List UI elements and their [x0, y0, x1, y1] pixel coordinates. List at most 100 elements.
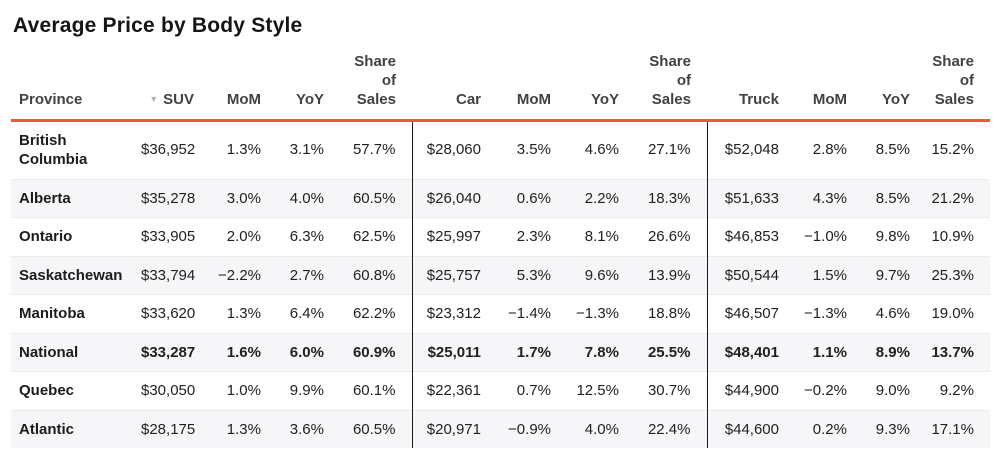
province-cell: Atlantic: [19, 420, 75, 438]
truck-yoy-cell: 8.5%: [875, 141, 910, 159]
table-row[interactable]: Atlantic $28,175 1.3% 3.6% 60.5% $20,971…: [11, 410, 990, 449]
truck-price-cell: $52,048: [706, 120, 779, 180]
province-cell: Quebec: [19, 382, 75, 400]
car-price-cell: $26,040: [411, 179, 481, 218]
suv-mom-cell: 1.0%: [226, 382, 261, 400]
suv-share-cell: 62.2%: [352, 305, 396, 323]
car-mom-cell: −1.4%: [508, 305, 551, 323]
car-price-cell: $23,312: [411, 294, 481, 334]
car-share-cell: 30.7%: [647, 382, 691, 400]
car-mom-cell: −0.9%: [508, 420, 551, 438]
truck-price-cell: $44,900: [706, 371, 779, 411]
truck-mom-cell: 0.2%: [812, 420, 847, 438]
car-yoy-cell: 2.2%: [584, 189, 619, 207]
suv-price-cell: $35,278: [141, 189, 196, 207]
table-row[interactable]: British Columbia $36,952 1.3% 3.1% 57.7%…: [11, 120, 990, 180]
car-share-cell: 26.6%: [647, 228, 691, 246]
col-header-car[interactable]: Car: [455, 91, 481, 109]
header-row: Province ▼ SUV MoM YoY Share of Sales Car…: [11, 52, 990, 121]
car-mom-cell: 5.3%: [516, 266, 551, 284]
suv-mom-cell: 3.0%: [226, 189, 261, 207]
table-row[interactable]: Saskatchewan $33,794 −2.2% 2.7% 60.8% $2…: [11, 256, 990, 295]
col-header-truck-mom[interactable]: MoM: [812, 91, 847, 109]
col-header-suv-share[interactable]: Share of Sales: [354, 53, 396, 109]
truck-price-cell: $46,853: [706, 217, 779, 257]
truck-share-cell: 17.1%: [931, 420, 974, 438]
car-yoy-cell: −1.3%: [576, 305, 619, 323]
suv-yoy-cell: 4.0%: [289, 189, 324, 207]
truck-mom-cell: 1.1%: [812, 343, 847, 361]
col-header-suv-label: SUV: [163, 91, 194, 109]
col-header-suv-mom[interactable]: MoM: [226, 91, 261, 109]
suv-share-cell: 60.5%: [352, 189, 396, 207]
car-yoy-cell: 12.5%: [576, 382, 619, 400]
truck-yoy-cell: 4.6%: [875, 305, 910, 323]
car-yoy-cell: 9.6%: [584, 266, 619, 284]
suv-price-cell: $33,620: [141, 305, 196, 323]
col-header-car-share[interactable]: Share of Sales: [649, 53, 691, 109]
suv-price-cell: $36,952: [141, 141, 196, 159]
suv-share-cell: 62.5%: [352, 228, 396, 246]
suv-price-cell: $33,905: [141, 228, 196, 246]
car-yoy-cell: 4.0%: [584, 420, 619, 438]
col-header-car-yoy[interactable]: YoY: [590, 91, 619, 109]
avg-price-table: Province ▼ SUV MoM YoY Share of Sales Car…: [11, 52, 990, 449]
car-mom-cell: 1.7%: [516, 343, 551, 361]
truck-yoy-cell: 8.5%: [875, 189, 910, 207]
suv-yoy-cell: 9.9%: [289, 382, 324, 400]
suv-mom-cell: 2.0%: [226, 228, 261, 246]
car-price-cell: $25,757: [411, 256, 481, 295]
truck-yoy-cell: 9.0%: [875, 382, 910, 400]
table-row[interactable]: National $33,287 1.6% 6.0% 60.9% $25,011…: [11, 333, 990, 372]
col-header-province[interactable]: Province: [19, 91, 83, 109]
suv-mom-cell: −2.2%: [218, 266, 261, 284]
suv-mom-cell: 1.6%: [226, 343, 261, 361]
car-mom-cell: 3.5%: [516, 141, 551, 159]
car-mom-cell: 2.3%: [516, 228, 551, 246]
car-price-cell: $25,011: [411, 333, 481, 372]
province-cell: Manitoba: [19, 305, 85, 323]
suv-price-cell: $33,794: [141, 266, 196, 284]
truck-share-cell: 21.2%: [931, 189, 974, 207]
truck-share-cell: 13.7%: [931, 343, 974, 361]
car-mom-cell: 0.6%: [516, 189, 551, 207]
sheet-title: Average Price by Body Style: [13, 14, 303, 37]
truck-mom-cell: −0.2%: [804, 382, 847, 400]
truck-mom-cell: 2.8%: [812, 141, 847, 159]
car-share-cell: 25.5%: [647, 343, 691, 361]
col-header-suv-yoy[interactable]: YoY: [295, 91, 324, 109]
suv-share-cell: 60.9%: [352, 343, 396, 361]
truck-mom-cell: 4.3%: [812, 189, 847, 207]
truck-mom-cell: −1.0%: [804, 228, 847, 246]
truck-yoy-cell: 9.8%: [875, 228, 910, 246]
car-share-cell: 18.3%: [647, 189, 691, 207]
table-row[interactable]: Quebec $30,050 1.0% 9.9% 60.1% $22,361 0…: [11, 371, 990, 411]
suv-yoy-cell: 6.4%: [289, 305, 324, 323]
col-header-truck-share[interactable]: Share of Sales: [932, 53, 974, 109]
truck-share-cell: 19.0%: [931, 305, 974, 323]
col-header-truck[interactable]: Truck: [738, 91, 779, 109]
province-cell: Saskatchewan: [19, 266, 123, 284]
suv-share-cell: 57.7%: [352, 141, 396, 159]
table-row[interactable]: Manitoba $33,620 1.3% 6.4% 62.2% $23,312…: [11, 294, 990, 334]
car-share-cell: 22.4%: [647, 420, 691, 438]
truck-yoy-cell: 9.3%: [875, 420, 910, 438]
car-yoy-cell: 8.1%: [584, 228, 619, 246]
truck-price-cell: $51,633: [706, 179, 779, 218]
car-yoy-cell: 4.6%: [584, 141, 619, 159]
province-cell: British Columbia: [19, 131, 88, 169]
province-cell: Ontario: [19, 228, 73, 246]
col-header-truck-yoy[interactable]: YoY: [881, 91, 910, 109]
truck-yoy-cell: 9.7%: [875, 266, 910, 284]
truck-mom-cell: −1.3%: [804, 305, 847, 323]
truck-share-cell: 25.3%: [931, 266, 974, 284]
table-row[interactable]: Ontario $33,905 2.0% 6.3% 62.5% $25,997 …: [11, 217, 990, 257]
car-price-cell: $22,361: [411, 371, 481, 411]
suv-mom-cell: 1.3%: [226, 141, 261, 159]
car-share-cell: 27.1%: [647, 141, 691, 159]
col-header-car-mom[interactable]: MoM: [516, 91, 551, 109]
col-header-suv[interactable]: ▼ SUV: [141, 52, 194, 120]
suv-yoy-cell: 6.0%: [289, 343, 324, 361]
table-row[interactable]: Alberta $35,278 3.0% 4.0% 60.5% $26,040 …: [11, 179, 990, 218]
